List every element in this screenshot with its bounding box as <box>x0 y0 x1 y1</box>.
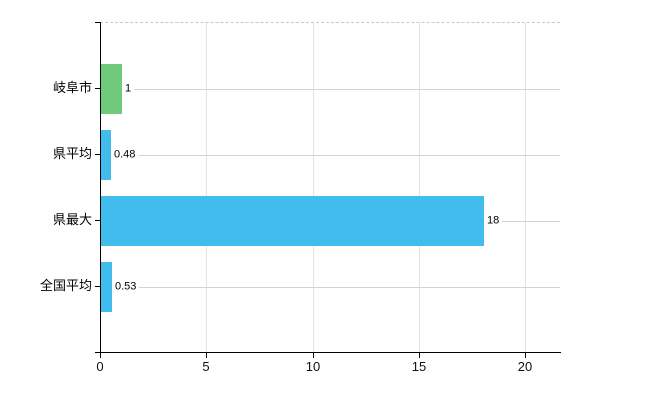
x-axis-tick-label: 20 <box>517 359 533 374</box>
x-axis-tick-label: 10 <box>305 359 321 374</box>
x-axis-tick <box>419 353 420 358</box>
y-axis-tick <box>95 220 100 221</box>
bar <box>101 196 484 246</box>
horizontal-guide-line <box>134 89 560 90</box>
horizontal-guide-line <box>138 155 560 156</box>
y-axis-tick <box>95 286 100 287</box>
bar-value-label: 0.48 <box>114 148 136 161</box>
horizontal-guide-line <box>502 221 560 222</box>
x-axis-line <box>100 352 561 353</box>
bar <box>101 130 111 180</box>
y-axis-line <box>100 22 101 352</box>
x-axis-tick <box>313 353 314 358</box>
vertical-gridline <box>313 23 314 353</box>
horizontal-guide-line <box>139 287 560 288</box>
bar-value-label: 1 <box>125 82 132 95</box>
y-axis-tick <box>95 88 100 89</box>
vertical-gridline <box>525 23 526 353</box>
bar <box>101 64 122 114</box>
x-axis-tick-label: 15 <box>411 359 427 374</box>
y-axis-tick <box>95 22 100 23</box>
bar-value-label: 18 <box>487 214 500 227</box>
bar-value-label: 0.53 <box>115 280 137 293</box>
bar <box>101 262 112 312</box>
x-axis-tick <box>100 353 101 358</box>
category-label: 岐阜市 <box>52 80 92 96</box>
y-axis-tick <box>95 154 100 155</box>
vertical-gridline <box>206 23 207 353</box>
x-axis-tick-label: 5 <box>202 359 210 374</box>
category-label: 県最大 <box>52 212 92 228</box>
x-axis-tick <box>206 353 207 358</box>
vertical-gridline <box>419 23 420 353</box>
x-axis-tick <box>525 353 526 358</box>
plot-area: 1 0.48 18 0.53 <box>100 22 560 353</box>
x-axis-tick-label: 0 <box>96 359 104 374</box>
category-label: 全国平均 <box>39 278 92 294</box>
y-axis-tick <box>95 352 100 353</box>
category-label: 県平均 <box>52 146 92 162</box>
